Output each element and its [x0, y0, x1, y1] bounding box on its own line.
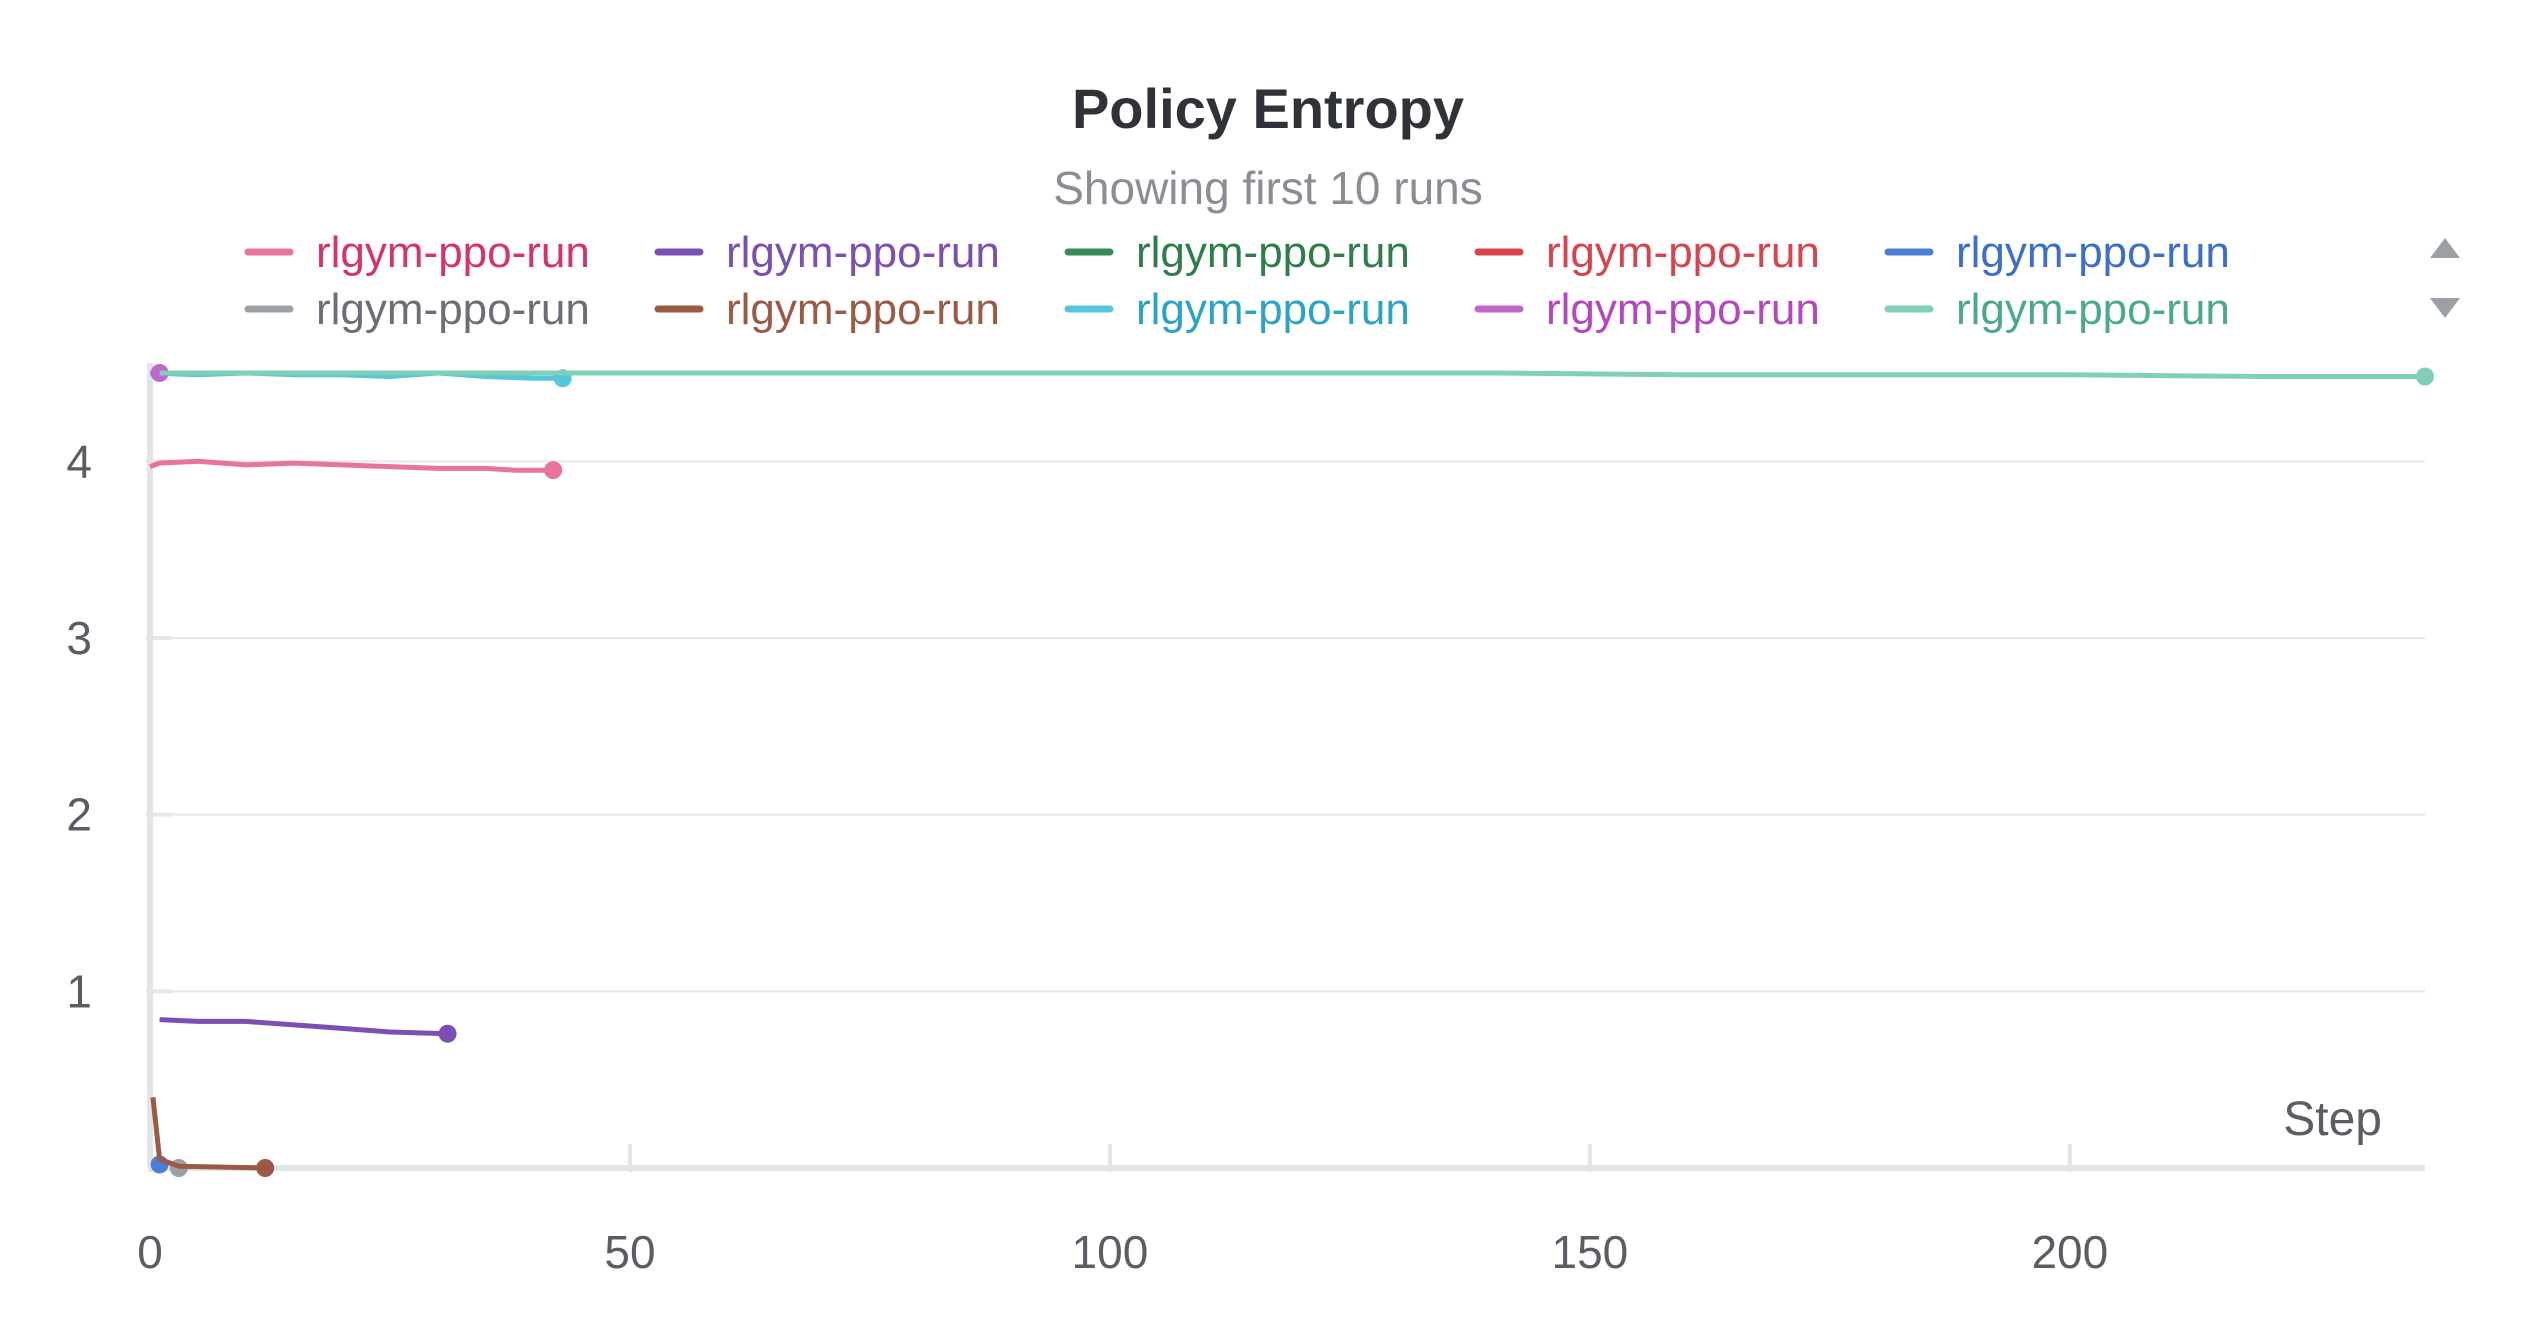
legend-item[interactable]: rlgym-ppo-run: [1884, 285, 2230, 334]
legend-label: rlgym-ppo-run: [726, 228, 1000, 277]
chart-title: Policy Entropy: [1072, 77, 1464, 140]
series: [159, 1017, 457, 1043]
series-line: [159, 370, 2425, 379]
legend-item[interactable]: rlgym-ppo-run: [244, 285, 590, 334]
x-tick-label: 200: [2031, 1226, 2108, 1278]
x-tick-label: 100: [1072, 1226, 1149, 1278]
legend-label: rlgym-ppo-run: [1956, 228, 2230, 277]
x-tick-label: 150: [1551, 1226, 1628, 1278]
legend-item[interactable]: rlgym-ppo-run: [654, 285, 1000, 334]
legend-item[interactable]: rlgym-ppo-run: [654, 228, 1000, 277]
y-tick-label: 2: [66, 789, 92, 841]
legend-item[interactable]: rlgym-ppo-run: [1884, 228, 2230, 277]
legend-item[interactable]: rlgym-ppo-run: [1064, 228, 1410, 277]
y-tick-label: 3: [66, 612, 92, 664]
legend-item[interactable]: rlgym-ppo-run: [1064, 285, 1410, 334]
series-end-point[interactable]: [438, 1024, 457, 1043]
legend-item[interactable]: rlgym-ppo-run: [1474, 228, 1820, 277]
y-tick-label: 1: [66, 965, 92, 1017]
legend-item[interactable]: rlgym-ppo-run: [1474, 285, 1820, 334]
caret-up-icon: [2430, 238, 2460, 258]
legend-label: rlgym-ppo-run: [1546, 285, 1820, 334]
legend: rlgym-ppo-run rlgym-ppo-run rlgym-ppo-run r…: [244, 228, 2230, 334]
legend-label: rlgym-ppo-run: [1546, 228, 1820, 277]
legend-label: rlgym-ppo-run: [316, 228, 590, 277]
caret-down-icon: [2430, 298, 2460, 318]
axes: 1 2 3 4 0 50 100 150 200: [66, 363, 2425, 1278]
series: [150, 364, 169, 382]
legend-label: rlgym-ppo-run: [1136, 228, 1410, 277]
legend-label: rlgym-ppo-run: [316, 285, 590, 334]
chart-subtitle: Showing first 10 runs: [1053, 162, 1483, 214]
series-end-point[interactable]: [2416, 367, 2434, 386]
grid: [150, 460, 2425, 993]
series: [149, 458, 563, 480]
series-line: [150, 1097, 266, 1171]
series-end-point[interactable]: [150, 364, 169, 382]
series-line: [159, 1017, 448, 1037]
x-tick-label: 50: [604, 1226, 655, 1278]
legend-up-button[interactable]: [2430, 238, 2460, 258]
legend-item[interactable]: rlgym-ppo-run: [244, 228, 590, 277]
series-line: [149, 458, 554, 473]
legend-label: rlgym-ppo-run: [1956, 285, 2230, 334]
series-end-point[interactable]: [544, 461, 563, 480]
x-tick-label: 0: [137, 1226, 163, 1278]
series: [159, 367, 2434, 386]
series: [150, 1097, 275, 1177]
x-axis-label: Step: [2283, 1093, 2382, 1146]
legend-down-button[interactable]: [2430, 298, 2460, 318]
y-tick-label: 4: [66, 435, 92, 487]
legend-label: rlgym-ppo-run: [726, 285, 1000, 334]
legend-label: rlgym-ppo-run: [1136, 285, 1410, 334]
series-end-point[interactable]: [256, 1159, 275, 1177]
series-layer: [149, 364, 2434, 1177]
